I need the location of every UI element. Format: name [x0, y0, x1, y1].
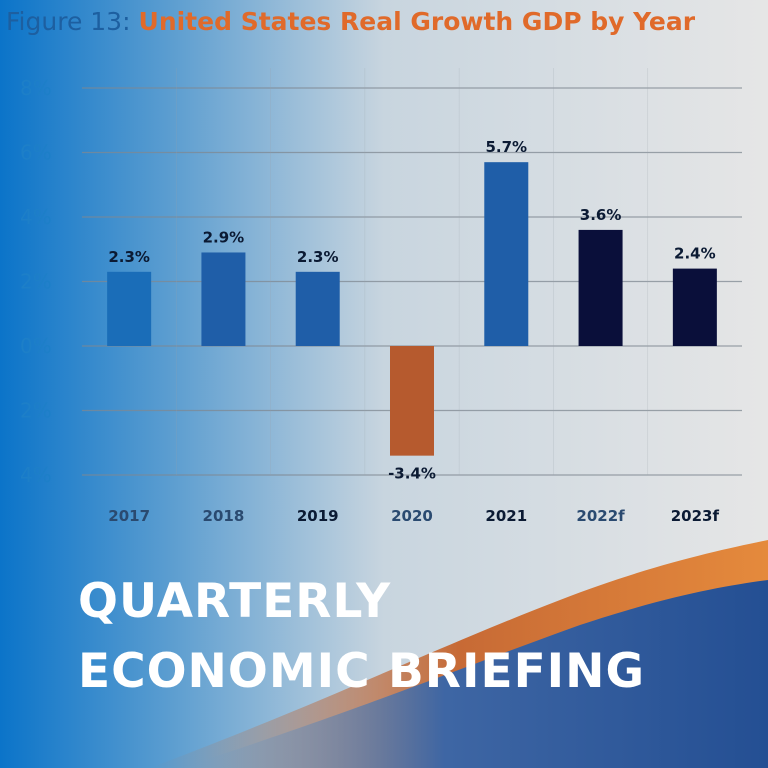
bar — [295, 271, 340, 346]
bar — [672, 268, 717, 346]
x-tick-label: 2020 — [391, 507, 433, 525]
bars: 2.3% 2.9% 2.3% -3.4% 5.7% 3.6% 2.4% — [107, 138, 717, 483]
data-label: 2.3% — [108, 248, 150, 266]
data-label: 2.4% — [674, 245, 716, 263]
y-tick-label: 2% — [20, 270, 52, 294]
x-tick-label: 2023f — [671, 507, 720, 525]
x-tick-label: 2018 — [203, 507, 245, 525]
x-tick-label: 2022f — [576, 507, 625, 525]
data-label: 2.3% — [297, 248, 339, 266]
bar — [107, 271, 152, 346]
bar — [201, 252, 246, 346]
bar — [484, 162, 529, 346]
data-label: -3.4% — [388, 465, 436, 483]
data-label: 3.6% — [580, 206, 622, 224]
y-tick-label: 8% — [20, 76, 52, 100]
data-label: 5.7% — [485, 138, 527, 156]
x-tick-label: 2017 — [108, 507, 150, 525]
y-tick-label: 4% — [20, 463, 52, 487]
x-tick-label: 2019 — [297, 507, 339, 525]
figure-main-title: United States Real Growth GDP by Year — [139, 7, 696, 36]
x-tick-label: 2021 — [485, 507, 527, 525]
y-tick-label: 2% — [20, 399, 52, 423]
blue-swoosh — [180, 580, 768, 768]
x-axis: 2017 2018 2019 2020 2021 2022f 2023f — [108, 507, 719, 525]
headline-line-1: QUARTERLY — [78, 574, 391, 629]
bar — [578, 229, 623, 346]
y-tick-label: 4% — [20, 205, 52, 229]
figure-prefix: Figure 13: — [6, 7, 131, 36]
figure-title: Figure 13: United States Real Growth GDP … — [6, 7, 696, 36]
data-label: 2.9% — [203, 228, 245, 246]
headline-line-2: ECONOMIC BRIEFING — [78, 644, 645, 699]
y-tick-label: 0% — [20, 334, 52, 358]
y-axis: 8% 6% 4% 2% 0% 2% 4% — [20, 76, 52, 487]
bar — [390, 346, 434, 456]
y-tick-label: 6% — [20, 141, 52, 165]
